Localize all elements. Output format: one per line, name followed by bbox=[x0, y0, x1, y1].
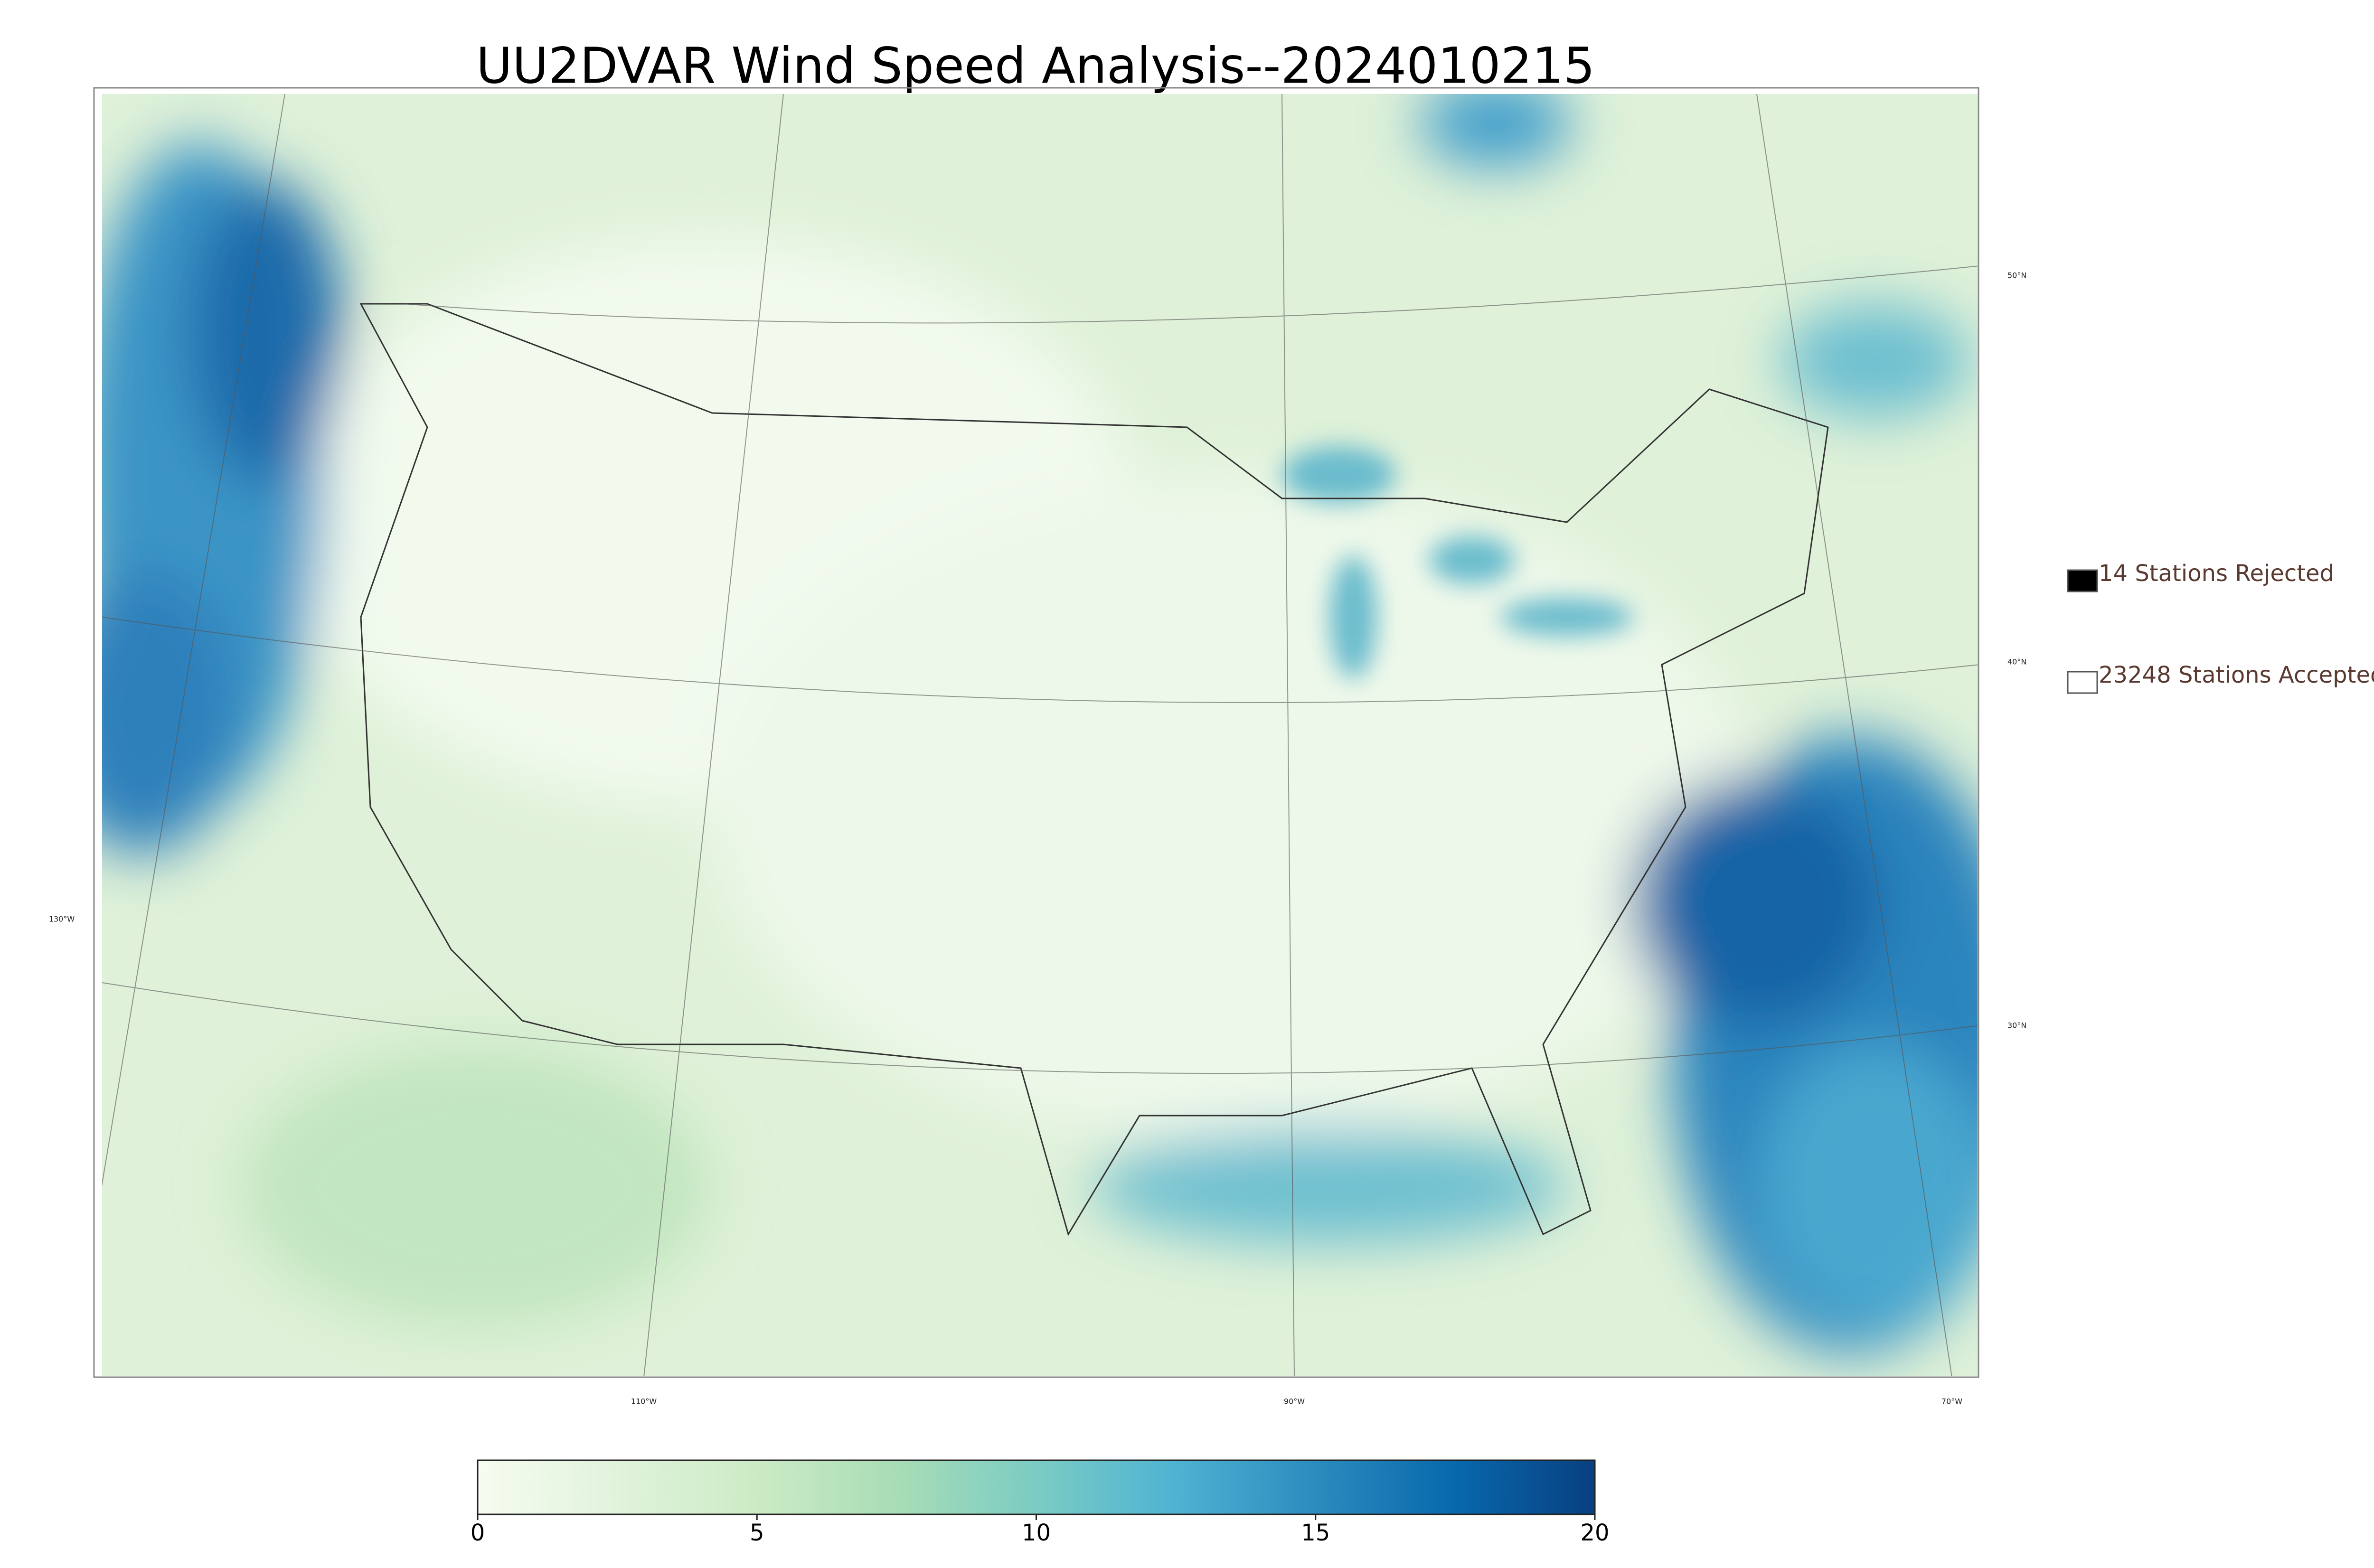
legend-label: 23248 Stations Accepted bbox=[2099, 662, 2374, 688]
legend-swatch bbox=[2067, 671, 2098, 694]
title: UU2DVAR Wind Speed Analysis--2024010215 bbox=[476, 37, 1595, 94]
legend-swatch bbox=[2067, 569, 2098, 592]
lat-label: 40°N bbox=[2007, 657, 2026, 667]
lon-label: 90°W bbox=[1284, 1397, 1305, 1406]
legend: 14 Stations Rejected 23248 Stations Accep… bbox=[2067, 560, 2374, 694]
colorbar-tick-label: 15 bbox=[1301, 1520, 1330, 1546]
colorbar: 0 5 10 15 20 bbox=[471, 1459, 1610, 1546]
colorbar-fill bbox=[477, 1459, 1596, 1515]
map-frame bbox=[93, 87, 1979, 1378]
lon-label: 130°W bbox=[49, 915, 75, 924]
colorbar-tick-label: 5 bbox=[750, 1520, 764, 1546]
lon-label: 70°W bbox=[1941, 1397, 1962, 1406]
map bbox=[102, 94, 1978, 1376]
colorbar-tick-label: 20 bbox=[1580, 1520, 1609, 1546]
colorbar-tick-label: 0 bbox=[471, 1520, 485, 1546]
lat-label: 50°N bbox=[2007, 271, 2026, 280]
lon-label: 110°W bbox=[631, 1397, 657, 1406]
colorbar-tick-label: 10 bbox=[1022, 1520, 1051, 1546]
legend-label: 14 Stations Rejected bbox=[2099, 560, 2334, 587]
lat-label: 30°N bbox=[2007, 1021, 2026, 1030]
